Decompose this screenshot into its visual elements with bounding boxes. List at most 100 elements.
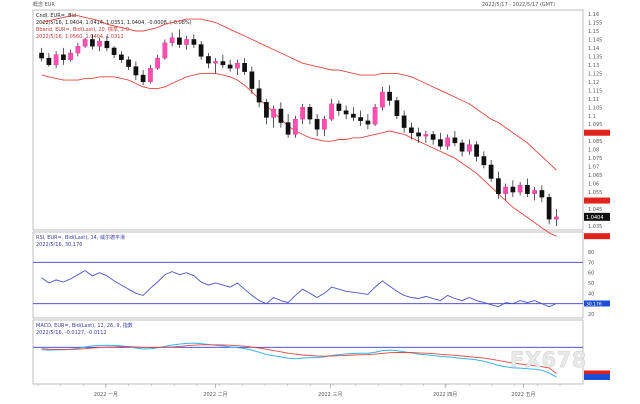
macd-value-tag (584, 373, 610, 380)
price-tick-label: 1.135 (588, 54, 602, 60)
rsi-value-tag-label: 30.176 (586, 301, 602, 307)
price-tag-bg (584, 212, 610, 221)
price-tick-label: 1.055 (588, 190, 602, 196)
price-tick-label: 1.125 (588, 71, 602, 77)
candle-body (133, 66, 139, 76)
rsi-panel-frame (32, 231, 584, 319)
price-tick-label: 1.095 (588, 122, 602, 128)
candle-body (271, 108, 277, 118)
candle-body (322, 118, 327, 130)
price-tick-label: 1.065 (588, 173, 602, 179)
candle-body (488, 164, 494, 179)
candle-body (264, 101, 269, 118)
candle-body (293, 118, 298, 135)
candle-body (481, 156, 487, 166)
candle-body (467, 144, 472, 152)
candle-body (532, 190, 538, 194)
candle-body (68, 52, 73, 60)
price-tick-label: 1.045 (588, 207, 602, 213)
candle-body (191, 39, 197, 45)
date-label: 2022 一月 (94, 392, 118, 398)
candle-body (336, 103, 342, 111)
candle-body (358, 117, 364, 122)
rsi-tick-label: 70 (588, 260, 594, 266)
bollinger-upper-band (41, 15, 557, 171)
candle-body (394, 100, 400, 116)
candle-body (118, 54, 124, 60)
candle-body (220, 61, 226, 66)
price-tick-label: 1.155 (588, 20, 602, 26)
watermark-fx678: FX678 (510, 348, 587, 372)
candle-body (423, 134, 429, 137)
candle-body (401, 115, 407, 128)
price-tick-label: 1.13 (588, 63, 599, 69)
candle-body (89, 39, 95, 47)
macd-panel-frame (32, 319, 584, 385)
candle-body (307, 107, 313, 120)
candle-body (285, 122, 291, 135)
candle-body (539, 190, 545, 198)
date-label: 2022 四月 (433, 392, 457, 398)
candle-body (227, 64, 233, 69)
price-tick-label: 1.12 (588, 80, 599, 86)
price-panel-frame (32, 9, 584, 231)
candle-body (198, 44, 204, 57)
price-tick-label: 1.035 (588, 224, 602, 230)
candle-body (176, 37, 182, 45)
candle-body (169, 37, 175, 44)
candle-body (525, 185, 530, 194)
candle-body (372, 107, 378, 125)
candle-body (314, 118, 320, 130)
macd-legend-line-2: 2022/5/16, -0.0127, -0.0112 (36, 330, 107, 336)
date-label: 2022 五月 (511, 392, 535, 398)
rsi-line (41, 270, 557, 308)
price-legend-line-4: 2022/5/16, 1.0560, 1.0404, 1.0312 (36, 34, 124, 40)
price-tick-label: 1.14 (588, 46, 599, 52)
rsi-legend-line-1: RSI, EUR=, Bid(Last), 14, 威尔德平滑 (36, 234, 125, 241)
price-tick-label: 1.105 (588, 105, 602, 111)
candle-body (517, 185, 523, 193)
candle-body (496, 178, 501, 194)
candle-body (409, 127, 414, 133)
price-tick-label: 1.1 (588, 114, 596, 120)
rsi-value-tag (584, 300, 610, 307)
price-tick-label: 1.11 (588, 97, 599, 103)
candle-body (205, 56, 211, 64)
candle-body (329, 103, 335, 120)
header-left: 概念 EUR (33, 1, 55, 8)
rsi-tick-label: 50 (588, 281, 594, 287)
candle-body (430, 134, 436, 140)
rsi-tick-label: 20 (588, 312, 594, 318)
candle-body (452, 137, 458, 144)
candle-body (365, 120, 371, 125)
price-legend-line-3: Bband, EUR=, Bid(Last), 20, 標準, 2.0 (36, 26, 129, 33)
candle-body (184, 39, 189, 45)
price-tick-label: 1.07 (588, 165, 599, 171)
upper-band-tag (584, 129, 610, 136)
candle-body (278, 108, 284, 123)
price-tick-label: 1.16 (588, 12, 599, 18)
candle-body (61, 54, 66, 60)
candle-body (242, 62, 247, 72)
candle-body (111, 47, 117, 55)
date-label: 2022 二月 (203, 392, 227, 398)
candle-body (438, 139, 443, 147)
macd-signal-tag (584, 370, 610, 377)
price-tag-label: 1.0404 (586, 215, 604, 221)
candle-body (474, 144, 480, 157)
mid-band-tag (584, 197, 610, 204)
candle-body (75, 46, 81, 54)
candle-body (213, 61, 218, 64)
candle-body (416, 132, 422, 137)
candle-body (162, 42, 168, 59)
candle-body (126, 59, 131, 67)
rsi-tick-label: 40 (588, 291, 594, 297)
candle-body (380, 91, 385, 108)
price-tick-label: 1.08 (588, 148, 599, 154)
candle-body (510, 186, 516, 193)
bollinger-lower-band (41, 72, 557, 237)
candle-body (46, 57, 52, 66)
macd-signal-line (41, 344, 557, 374)
